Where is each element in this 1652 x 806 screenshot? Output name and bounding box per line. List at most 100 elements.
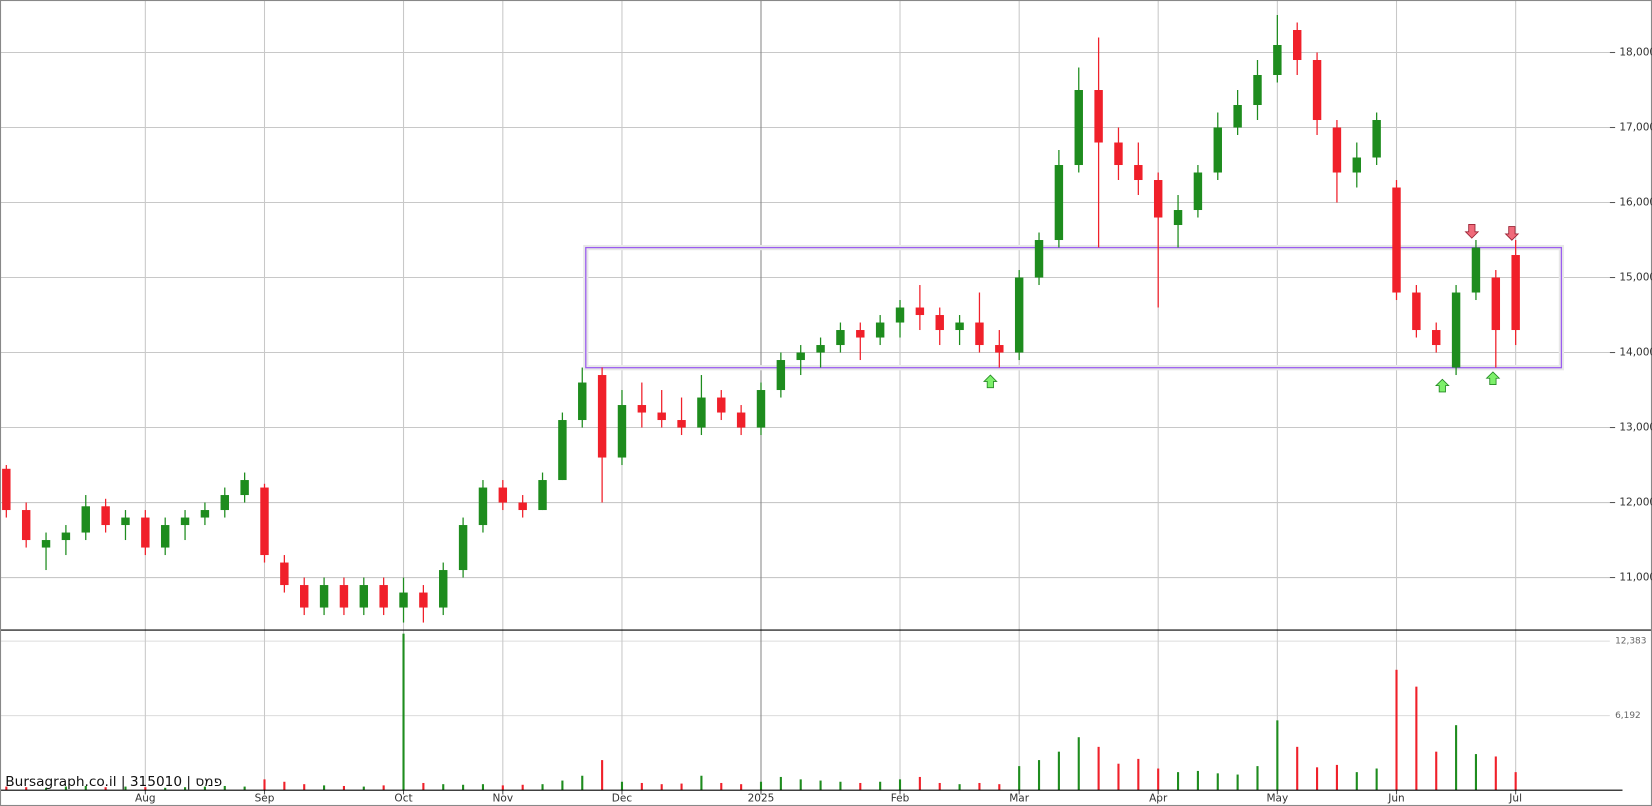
volume-bar — [1355, 772, 1358, 791]
candle-body — [61, 532, 71, 541]
candle-body — [836, 330, 845, 346]
candle-body — [975, 322, 984, 346]
volume-bar — [84, 785, 87, 791]
candle-body — [478, 487, 488, 526]
candle-body — [1074, 90, 1083, 166]
signal-arrows — [983, 223, 1520, 393]
volume-bar — [819, 780, 822, 791]
candle-body — [756, 390, 766, 428]
volume-bar — [541, 784, 544, 791]
x-tick-label: Apr — [1149, 793, 1168, 805]
down-arrow — [1464, 223, 1480, 239]
volume-tick-label: 6,192 — [1615, 711, 1641, 721]
candle-body — [1193, 172, 1203, 211]
volume-bar — [124, 786, 127, 791]
candle-body — [1114, 142, 1123, 166]
candle-body — [2, 468, 11, 511]
candle-body — [41, 540, 51, 548]
volume-bar — [998, 784, 1001, 791]
volume-bar — [104, 787, 107, 791]
candle-body — [796, 352, 805, 361]
volume-bar — [164, 787, 167, 791]
candle-body — [1213, 127, 1222, 173]
candle-body — [1511, 255, 1520, 331]
volume-bar — [740, 784, 743, 791]
candle-body — [637, 405, 647, 413]
volume-bar — [323, 785, 326, 791]
candle-body — [677, 420, 686, 428]
candle-body — [1471, 247, 1481, 293]
candle-body — [280, 562, 289, 586]
candle-body — [1372, 120, 1381, 158]
candle-body — [657, 412, 666, 421]
candle-body — [419, 592, 428, 608]
candle-body — [1332, 127, 1342, 173]
volume-bar — [442, 784, 445, 791]
candle-body — [776, 360, 786, 391]
volume-bar — [422, 782, 425, 791]
candle-body — [498, 487, 508, 503]
volume-tick-label: 12,383 — [1615, 637, 1646, 647]
candle-body — [538, 480, 547, 511]
volume-bar — [680, 783, 683, 791]
volume-bar — [561, 780, 564, 791]
candle-body — [717, 397, 726, 413]
y-tick-label: 12,000 — [1619, 497, 1652, 509]
volume-bar — [303, 784, 306, 791]
candle-body — [1392, 187, 1401, 293]
y-tick-label: 17,000 — [1619, 122, 1652, 134]
volume-bar — [898, 779, 902, 791]
candle-body — [578, 382, 587, 421]
volume-bar — [1276, 720, 1279, 791]
candle-body — [1054, 165, 1064, 241]
volume-bar — [1037, 760, 1041, 791]
volume-bar — [839, 781, 842, 791]
candle-body — [1491, 277, 1501, 331]
volume-bar — [779, 776, 782, 791]
x-tick-label: Nov — [493, 793, 514, 805]
volume-bar — [1455, 725, 1458, 791]
volume-bar — [1395, 669, 1398, 791]
candle-body — [160, 525, 170, 548]
candle-body — [955, 322, 964, 331]
candle-body — [558, 420, 567, 481]
candle-body — [1432, 330, 1441, 346]
volume-bar — [1196, 770, 1199, 791]
volume-bar — [1474, 754, 1478, 791]
volume-bar — [1057, 751, 1060, 791]
candle-body — [1034, 240, 1044, 278]
volume-bar — [640, 782, 643, 791]
volume-bar — [918, 776, 921, 791]
candle-body — [1253, 75, 1262, 106]
candle-body — [1094, 90, 1103, 143]
volume-bar — [978, 782, 981, 791]
candle-body — [856, 330, 865, 338]
down-arrow — [1504, 226, 1520, 241]
volume-bar — [601, 760, 604, 791]
y-tick-label: 18,000 — [1619, 47, 1652, 59]
volume-bar — [720, 782, 723, 791]
x-tick-label: Sep — [255, 793, 275, 805]
candle-body — [359, 585, 369, 608]
volume-bar — [5, 786, 8, 791]
volume-bar — [223, 785, 226, 791]
volume-bar — [1236, 774, 1239, 791]
volume-bar — [203, 786, 206, 791]
candle-body — [141, 517, 150, 548]
volume-bar — [581, 775, 584, 791]
candle-body — [1352, 157, 1362, 173]
volume-bar — [1216, 773, 1219, 791]
volume-bar — [64, 786, 67, 791]
candle-body — [935, 315, 944, 331]
volume-bar — [938, 782, 941, 791]
volume-bar — [620, 781, 624, 791]
candle-body — [458, 525, 468, 571]
volume-bar — [1375, 768, 1378, 791]
volume-bar — [1256, 766, 1259, 791]
candle-body — [895, 307, 905, 323]
up-arrow — [1485, 371, 1501, 385]
x-tick-label: May — [1266, 793, 1288, 805]
